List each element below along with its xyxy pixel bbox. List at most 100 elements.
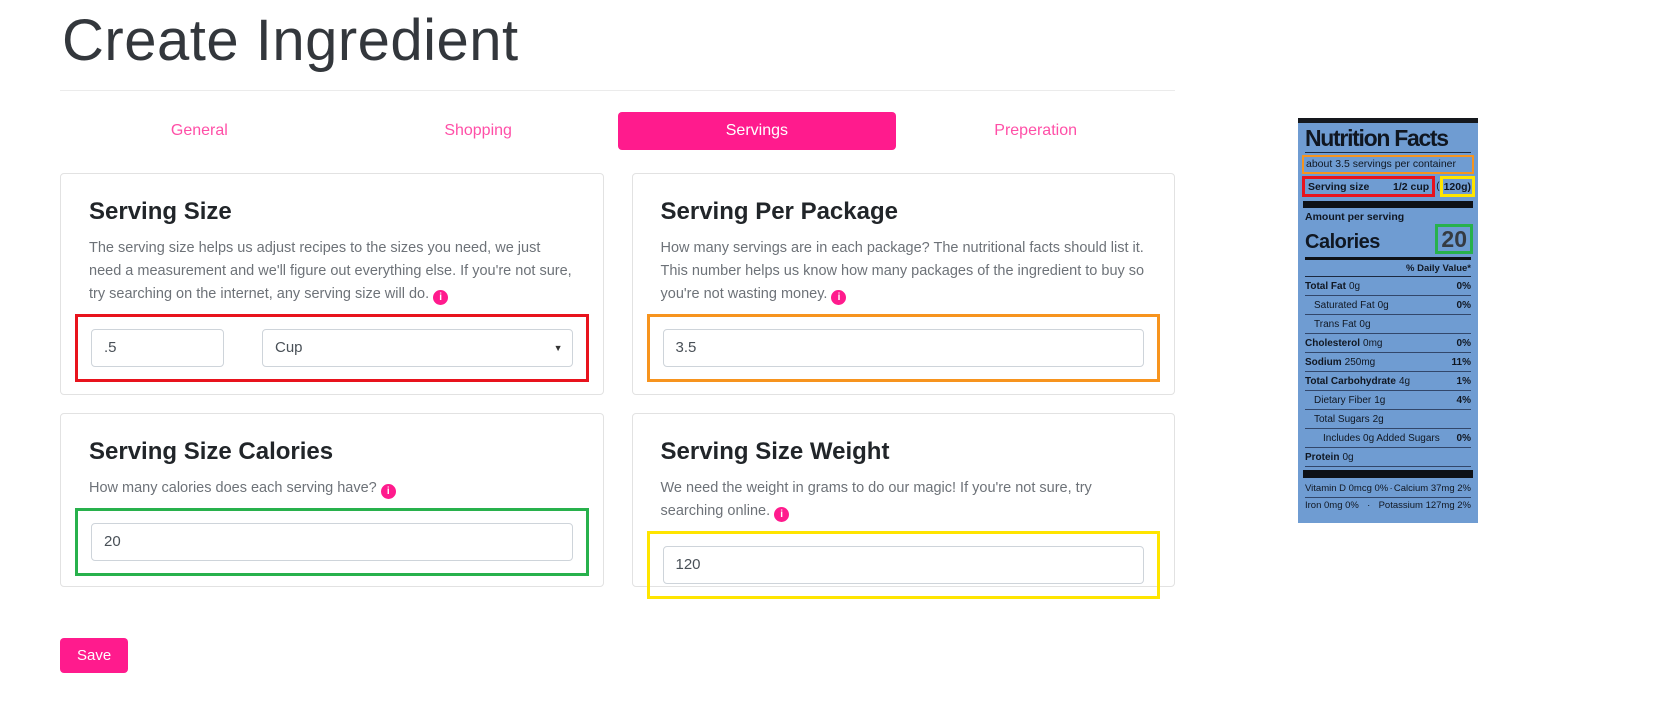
row-amount: 4g [1398, 375, 1411, 387]
micronutrient-row: Iron 0mg 0% · Potassium 127mg 2% [1305, 497, 1471, 514]
serving-per-package-description-text: How many servings are in each package? T… [660, 239, 1145, 302]
dot-separator: · [1389, 483, 1393, 495]
card-serving-size-weight: Serving Size Weight We need the weight i… [631, 412, 1175, 599]
nutrition-row: Protein 0g [1305, 448, 1471, 468]
nutrition-label-image: Nutrition Facts about 3.5 servings per c… [1298, 118, 1478, 523]
thick-divider [1303, 470, 1473, 479]
info-icon[interactable]: i [380, 484, 396, 500]
row-name: Trans Fat [1314, 318, 1357, 330]
nutrition-row: Total Fat 0g 0% [1305, 277, 1471, 297]
amount-per-serving-label: Amount per serving [1305, 211, 1405, 224]
servings-per-package-input[interactable] [662, 328, 1144, 367]
row-label: Sodium 250mg [1305, 356, 1375, 369]
row-name: Total Carbohydrate [1305, 375, 1396, 387]
serving-size-heading: Serving Size [89, 197, 232, 225]
row-pct: 4% [1456, 394, 1471, 406]
nutrition-divider [1305, 152, 1471, 154]
title-divider [60, 89, 1175, 91]
row-name: Includes 0g Added Sugars [1323, 432, 1440, 444]
unit-select[interactable]: Cup [262, 328, 573, 367]
nutrition-row: Includes 0g Added Sugars 0% [1305, 429, 1471, 449]
calories-row: Calories 20 [1305, 224, 1473, 255]
servings-per-container-annotated: about 3.5 servings per container [1302, 155, 1474, 175]
serving-size-weight-description: We need the weight in grams to do our ma… [661, 477, 1147, 523]
calories-input[interactable] [91, 522, 573, 561]
micronutrient-row: Vitamin D 0mcg 0% · Calcium 37mg 2% [1305, 481, 1471, 497]
row-amount: 0mg [1363, 337, 1383, 349]
row-label: Includes 0g Added Sugars [1323, 432, 1440, 445]
page-title: Create Ingredient [62, 8, 519, 73]
row-name: Cholesterol [1305, 337, 1361, 349]
micronutrient-right: Potassium 127mg 2% [1378, 500, 1471, 512]
save-button[interactable]: Save [60, 637, 129, 673]
row-amount: 0g [1359, 318, 1371, 330]
card-serving-size: Serving Size The serving size helps us a… [60, 172, 604, 395]
tab-shopping[interactable]: Shopping [444, 121, 512, 139]
row-name: Total Fat [1305, 280, 1346, 292]
medium-divider [1305, 257, 1471, 261]
row-amount: 250mg [1344, 356, 1376, 368]
card-serving-per-package: Serving Per Package How many servings ar… [631, 172, 1175, 395]
serving-weight-annotated: 120g) [1439, 176, 1475, 198]
weight-paren: ( [1436, 181, 1440, 193]
green-highlight-box [75, 507, 589, 576]
unit-select-wrap: Cup ▼ [262, 328, 573, 367]
row-name: Dietary Fiber [1314, 394, 1372, 406]
row-label: Total Fat 0g [1305, 280, 1360, 293]
row-pct: 0% [1456, 299, 1471, 311]
dot-separator: · [1367, 500, 1371, 512]
row-pct: 1% [1456, 375, 1471, 387]
row-label: Total Sugars 2g [1314, 413, 1384, 426]
yellow-highlight-box [646, 530, 1160, 599]
calories-label: Calories [1305, 231, 1380, 254]
daily-value-header: % Daily Value* [1305, 262, 1471, 278]
info-icon[interactable]: i [774, 507, 790, 523]
nutrition-row: Total Sugars 2g [1305, 410, 1471, 430]
orange-highlight-box [646, 313, 1160, 382]
main-content: Create Ingredient General Shopping Servi… [60, 0, 1175, 673]
row-pct: 0% [1456, 280, 1471, 292]
info-icon[interactable]: i [831, 290, 847, 306]
serving-size-weight-description-text: We need the weight in grams to do our ma… [660, 479, 1092, 519]
tab-servings[interactable]: Servings [617, 111, 897, 150]
nutrition-row: Trans Fat 0g [1305, 315, 1471, 335]
row-label: Trans Fat 0g [1314, 318, 1371, 331]
serving-size-calories-description: How many calories does each serving have… [89, 477, 575, 500]
calories-value-annotated: 20 [1435, 224, 1473, 255]
row-amount: 0g [1377, 299, 1389, 311]
serving-size-label: Serving size [1308, 180, 1370, 193]
serving-size-value: 1/2 cup [1393, 180, 1430, 193]
row-amount: 0g [1348, 280, 1361, 292]
tab-general[interactable]: General [170, 121, 228, 139]
micronutrient-left: Vitamin D 0mcg 0% [1305, 483, 1389, 495]
serving-size-description-text: The serving size helps us adjust recipes… [89, 239, 572, 302]
nutrition-row: Saturated Fat 0g 0% [1305, 296, 1471, 316]
serving-size-line: Serving size 1/2 cup ( 120g) [1302, 176, 1475, 198]
row-pct: 0% [1456, 337, 1471, 349]
row-label: Protein 0g [1305, 451, 1354, 464]
nutrition-title: Nutrition Facts [1305, 125, 1449, 151]
tab-preperation[interactable]: Preperation [994, 121, 1077, 139]
row-label: Total Carbohydrate 4g [1305, 375, 1410, 388]
weight-input[interactable] [662, 545, 1144, 584]
nutrition-row: Sodium 250mg 11% [1305, 353, 1471, 373]
serving-size-description: The serving size helps us adjust recipes… [89, 237, 575, 306]
row-name: Protein [1305, 451, 1340, 463]
micronutrient-left: Iron 0mg 0% [1305, 500, 1359, 512]
row-name: Total Sugars [1314, 413, 1370, 425]
row-label: Saturated Fat 0g [1314, 299, 1389, 312]
thick-divider [1303, 201, 1473, 209]
row-amount: 0g [1342, 451, 1354, 463]
serving-size-annotated: Serving size 1/2 cup [1302, 176, 1436, 198]
row-label: Dietary Fiber 1g [1314, 394, 1385, 407]
micronutrient-right: Calcium 37mg 2% [1393, 483, 1471, 495]
row-label: Cholesterol 0mg [1305, 337, 1382, 350]
row-amount: 2g [1372, 413, 1384, 425]
info-icon[interactable]: i [433, 290, 449, 306]
serving-size-calories-heading: Serving Size Calories [89, 437, 334, 465]
red-highlight-box: Cup ▼ [75, 313, 589, 382]
serving-amount-input[interactable] [91, 328, 224, 367]
row-name: Sodium [1305, 356, 1342, 368]
serving-per-package-heading: Serving Per Package [660, 197, 898, 225]
tab-bar: General Shopping Servings Preperation [60, 111, 1175, 150]
